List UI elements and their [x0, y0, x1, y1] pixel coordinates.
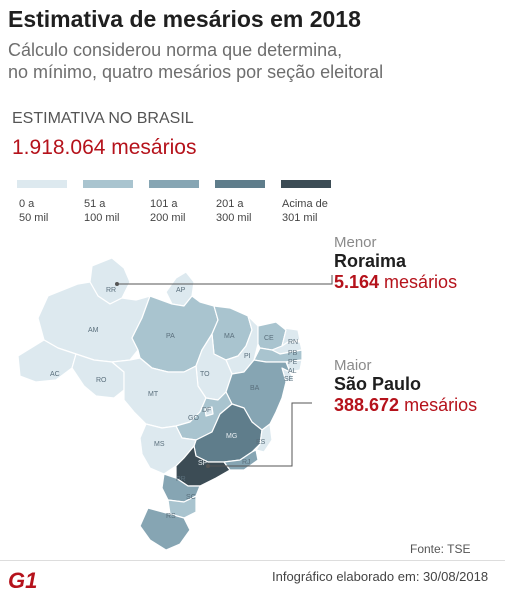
- state-label-pa: PA: [166, 333, 175, 340]
- page-title: Estimativa de mesários em 2018: [8, 6, 361, 32]
- callout-min: Menor Roraima 5.164 mesários: [334, 234, 457, 293]
- state-label-pi: PI: [244, 353, 251, 360]
- legend-swatch-3: [215, 180, 265, 188]
- state-label-sp: SP: [198, 460, 208, 467]
- legend-label-1: 51 a 100 mil: [84, 198, 120, 224]
- legend-label-4: Acima de 301 mil: [282, 198, 328, 224]
- state-ro: [71, 353, 125, 399]
- state-label-rn: RN: [288, 339, 298, 346]
- subtitle-line-2: no mínimo, quatro mesários por seção ele…: [8, 62, 384, 82]
- callout-min-state: Roraima: [334, 251, 407, 271]
- state-label-ce: CE: [264, 335, 274, 342]
- state-label-ac: AC: [50, 371, 60, 378]
- callout-max: Maior São Paulo 388.672 mesários: [334, 357, 477, 416]
- callout-max-tag: Maior: [334, 357, 372, 374]
- state-rj: [223, 449, 259, 471]
- state-label-rj: RJ: [242, 459, 251, 466]
- state-labels: RR AP AM PA MA PI CE RN PB PE AL SE AC R…: [50, 287, 298, 520]
- state-es: [255, 423, 273, 453]
- state-label-to: TO: [200, 371, 210, 378]
- callout-min-leader: [117, 275, 333, 285]
- state-label-am: AM: [88, 327, 99, 334]
- state-label-al: AL: [288, 368, 297, 375]
- credit-line: Infográfico elaborado em: 30/08/2018: [272, 569, 489, 584]
- legend-label-3: 201 a 300 mil: [216, 198, 252, 224]
- state-label-pb: PB: [288, 350, 298, 357]
- state-label-se: SE: [284, 376, 294, 383]
- callout-min-dot: [115, 282, 119, 286]
- callout-min-tag: Menor: [334, 234, 377, 251]
- state-label-ba: BA: [250, 385, 260, 392]
- legend-label-2: 101 a 200 mil: [150, 198, 186, 224]
- legend-swatch-4: [281, 180, 331, 188]
- callout-max-state: São Paulo: [334, 374, 422, 394]
- state-label-rr: RR: [106, 287, 116, 294]
- state-rs: [139, 507, 191, 551]
- state-label-mt: MT: [148, 391, 159, 398]
- state-label-pe: PE: [288, 359, 298, 366]
- legend-swatch-2: [149, 180, 199, 188]
- national-estimate-label: ESTIMATIVA NO BRASIL: [12, 110, 194, 127]
- legend-swatch-0: [17, 180, 67, 188]
- callout-max-leader: [208, 402, 312, 467]
- legend-label-0: 0 a 50 mil: [19, 198, 49, 224]
- state-label-go: GO: [188, 415, 199, 422]
- legend-swatch-1: [83, 180, 133, 188]
- state-label-sc: SC: [186, 494, 196, 501]
- subtitle-line-1: Cálculo considerou norma que determina,: [8, 40, 343, 60]
- state-label-ma: MA: [224, 333, 235, 340]
- callout-min-value: 5.164 mesários: [334, 272, 458, 292]
- national-estimate-value: 1.918.064 mesários: [12, 136, 197, 159]
- state-df: [204, 406, 214, 417]
- g1-logo: G1: [8, 568, 38, 593]
- state-label-ap: AP: [176, 287, 186, 294]
- state-label-pr: PR: [176, 476, 186, 483]
- state-label-es: ES: [256, 439, 266, 446]
- callout-max-value: 388.672 mesários: [334, 395, 478, 415]
- state-label-df: DF: [202, 407, 211, 414]
- state-label-mg: MG: [226, 433, 237, 440]
- state-label-rs: RS: [166, 513, 176, 520]
- callout-max-dot: [206, 464, 210, 468]
- state-label-ms: MS: [154, 441, 165, 448]
- state-label-ro: RO: [96, 377, 107, 384]
- source-note: Fonte: TSE: [410, 542, 471, 556]
- footer-divider: [0, 560, 505, 561]
